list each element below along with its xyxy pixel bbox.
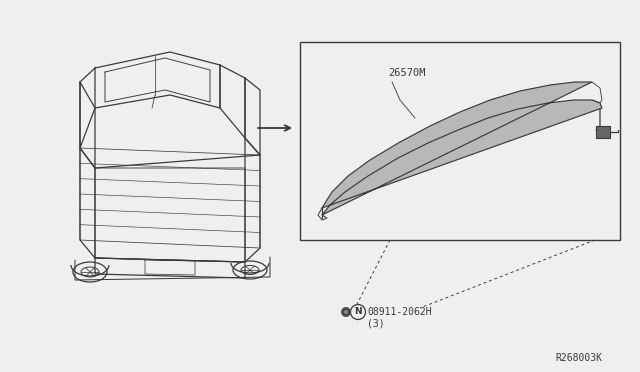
Bar xyxy=(300,42,620,240)
Polygon shape xyxy=(596,126,610,138)
Circle shape xyxy=(344,310,349,314)
Polygon shape xyxy=(322,82,602,215)
Text: N: N xyxy=(354,308,362,317)
Text: R268003K: R268003K xyxy=(555,353,602,363)
Text: 08911-2062H: 08911-2062H xyxy=(367,307,431,317)
Text: (3): (3) xyxy=(367,319,385,329)
Circle shape xyxy=(342,308,351,317)
Text: 26570M: 26570M xyxy=(388,68,426,78)
